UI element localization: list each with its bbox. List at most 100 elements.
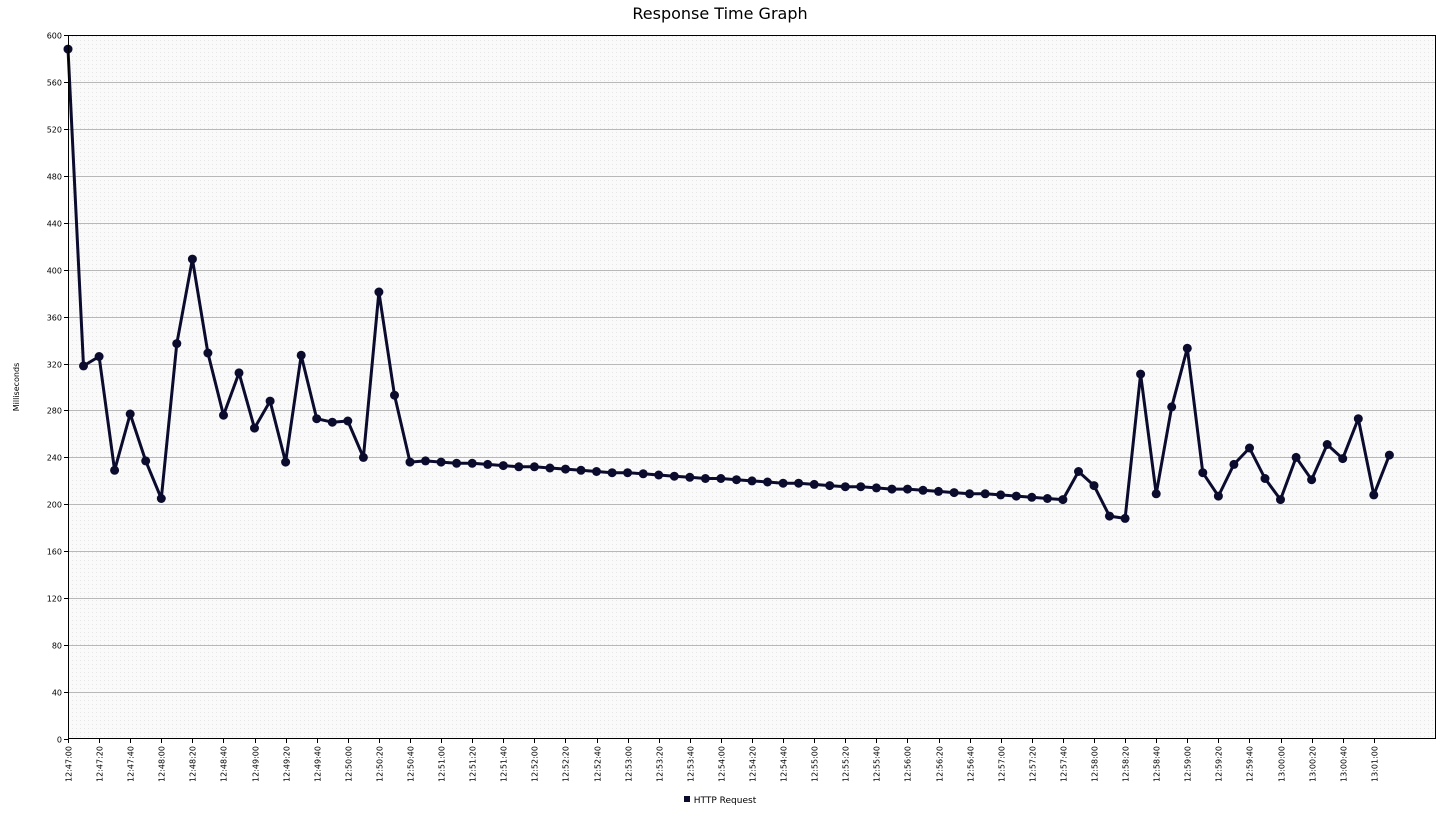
- data-point: [996, 490, 1006, 500]
- x-tick-label: 12:56:40: [967, 746, 976, 782]
- legend-label: HTTP Request: [693, 796, 757, 806]
- data-point: [778, 478, 788, 488]
- x-tick-label: 12:48:40: [220, 746, 229, 782]
- x-tick-label: 12:47:00: [65, 746, 74, 782]
- data-point: [856, 482, 866, 492]
- data-point: [1089, 481, 1099, 491]
- data-point: [638, 469, 648, 479]
- data-point: [79, 361, 88, 371]
- data-point: [296, 350, 306, 360]
- data-point: [452, 458, 462, 468]
- data-point: [809, 479, 819, 489]
- data-point: [374, 287, 384, 297]
- y-tick-label: 200: [47, 501, 62, 510]
- data-point: [312, 414, 322, 424]
- y-tick-label: 280: [47, 407, 62, 416]
- y-tick-label: 400: [47, 267, 62, 276]
- data-point: [747, 476, 757, 486]
- data-point: [250, 423, 259, 433]
- data-point: [1027, 492, 1037, 502]
- data-point: [421, 456, 430, 466]
- x-tick-label: 12:58:40: [1153, 746, 1162, 782]
- x-tick-label: 12:51:00: [438, 746, 447, 782]
- y-tick-label: 480: [47, 173, 62, 182]
- y-tick-label: 120: [47, 595, 62, 604]
- data-point: [265, 396, 275, 406]
- data-point: [1322, 440, 1332, 449]
- data-point: [1105, 511, 1114, 521]
- data-point: [219, 410, 228, 420]
- x-tick-label: 12:49:40: [314, 746, 323, 782]
- x-tick-label: 12:53:40: [687, 746, 696, 782]
- y-tick-label: 160: [47, 548, 62, 557]
- x-tick-label: 12:49:20: [283, 746, 292, 782]
- x-tick-label: 12:55:40: [873, 746, 882, 782]
- data-point: [1011, 491, 1021, 501]
- data-point: [514, 462, 524, 472]
- x-tick-label: 13:00:20: [1309, 746, 1318, 782]
- plot-frame: [68, 35, 1436, 739]
- data-point: [110, 465, 120, 475]
- data-point: [1074, 467, 1083, 476]
- data-point: [1338, 454, 1348, 464]
- y-tick-label: 40: [52, 689, 62, 698]
- data-point: [545, 463, 555, 473]
- data-point: [561, 464, 570, 474]
- data-point: [685, 472, 695, 482]
- y-tick-label: 80: [52, 642, 62, 651]
- series-line-http-request: [66, 49, 1391, 520]
- data-point: [1307, 475, 1317, 485]
- x-tick-label: 12:54:40: [780, 746, 789, 782]
- data-point: [980, 489, 990, 499]
- x-tick-label: 12:53:20: [656, 746, 665, 782]
- data-point: [1384, 450, 1394, 460]
- data-point: [1136, 369, 1146, 379]
- data-point: [327, 417, 337, 427]
- data-point: [732, 475, 741, 485]
- series-points: [63, 44, 1394, 523]
- data-point: [1229, 459, 1239, 469]
- data-point: [949, 488, 959, 498]
- data-point: [1120, 513, 1130, 523]
- data-point: [1369, 490, 1379, 500]
- data-point: [669, 471, 679, 481]
- x-tick-label: 12:47:20: [96, 746, 105, 782]
- data-point: [141, 456, 151, 466]
- data-point: [607, 468, 617, 478]
- data-point: [934, 486, 943, 496]
- data-point: [1213, 491, 1223, 501]
- x-tick-label: 12:52:20: [562, 746, 571, 782]
- y-axis-ticks: 0 40 80 120 160 200 240 280 320 360 400 440 480 520 56…: [47, 32, 68, 745]
- x-tick-label: 12:51:20: [469, 746, 478, 782]
- x-tick-label: 12:52:00: [531, 746, 540, 782]
- data-point: [871, 483, 881, 493]
- x-tick-label: 12:57:40: [1060, 746, 1069, 782]
- x-tick-label: 12:52:40: [594, 746, 603, 782]
- x-tick-label: 12:50:00: [345, 746, 354, 782]
- data-point: [918, 485, 928, 495]
- x-tick-label: 12:58:00: [1091, 746, 1100, 782]
- data-point: [1042, 494, 1052, 503]
- data-point: [840, 482, 850, 492]
- data-point: [390, 390, 399, 400]
- x-axis-ticks: 12:47:00 12:47:20 12:47:40 12:48:00 12:48:20…: [65, 739, 1380, 782]
- x-tick-label: 12:50:40: [407, 746, 416, 782]
- data-point: [234, 368, 244, 378]
- grid-lines: [68, 82, 1436, 693]
- x-tick-label: 12:48:20: [189, 746, 198, 782]
- data-point: [1276, 495, 1285, 505]
- data-point: [405, 457, 415, 467]
- data-point: [965, 489, 975, 499]
- data-point: [203, 348, 213, 358]
- x-tick-label: 12:58:20: [1122, 746, 1131, 782]
- data-point: [576, 465, 586, 475]
- data-point: [343, 416, 353, 426]
- y-tick-label: 360: [47, 314, 62, 323]
- x-tick-label: 12:48:00: [158, 746, 167, 782]
- data-point: [1245, 443, 1254, 453]
- data-point: [125, 409, 135, 419]
- data-point: [700, 474, 710, 483]
- data-point: [903, 484, 912, 494]
- data-point: [281, 457, 291, 467]
